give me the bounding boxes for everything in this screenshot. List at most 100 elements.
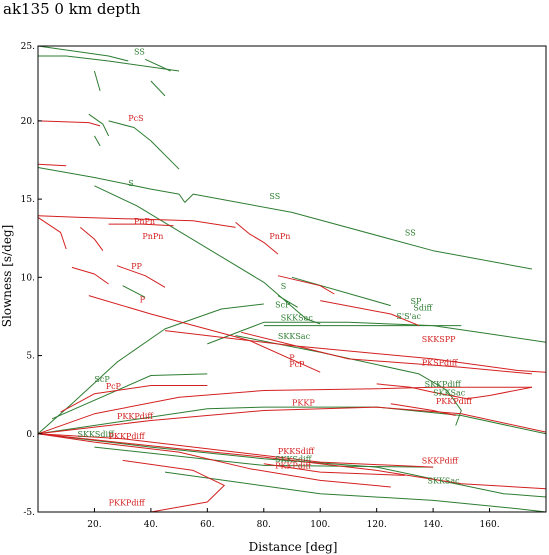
x-tick-label-3: 80. [257,520,271,530]
y-axis-ticks: -5. 0. 5. 10. 15. 20. 25. [21,42,42,518]
travel-time-curve-29 [71,266,109,285]
travel-time-curve-6 [108,120,180,170]
travel-time-curve-13 [122,285,146,298]
phase-label-33: SKKPdiff [422,457,459,466]
phase-label-4: SS [405,229,416,238]
phase-label-23: SKKPdiff [425,380,462,389]
y-tick-label-6: 25. [21,42,35,52]
travel-time-curve-4 [150,80,166,97]
x-axis-label: Distance [deg] [249,540,338,554]
phase-label-32: PKKPdiff [275,462,312,471]
phase-label-5: PnPn [134,217,155,226]
phase-label-19: PcP [289,360,305,369]
travel-time-curve-17 [235,335,462,426]
travel-time-curve-30 [116,265,166,288]
travel-time-curve-35 [241,331,532,375]
x-tick-label-5: 120. [367,520,387,530]
travel-time-curve-32 [88,295,321,373]
phase-label-11: ScP [275,300,291,309]
x-tick-label-2: 60. [200,520,214,530]
travel-time-curve-37 [60,385,208,413]
travel-time-curve-9 [94,185,321,325]
travel-time-curve-8 [37,167,532,270]
phase-label-13: Sdiff [413,304,433,313]
x-axis-ticks: 20. 40. 60. 80. 100. 120. 140. 160. [87,508,500,530]
phase-label-9: S [281,282,286,291]
y-tick-label-1: 0. [26,430,35,440]
travel-time-curve-0 [38,55,180,72]
travel-time-curve-1 [37,45,129,62]
travel-time-curve-39 [37,406,547,435]
phase-label-7: PnPn [269,232,290,241]
phase-label-15: S'S'ac [396,312,421,321]
travel-time-curve-23 [37,163,67,167]
phase-label-16: SKKSac [278,332,311,341]
phase-label-24: SKKSac [433,389,466,398]
x-tick-label-6: 140. [423,520,443,530]
travel-time-curve-21 [164,471,547,513]
y-tick-label-4: 15. [21,195,35,205]
travel-time-curve-27 [37,216,67,250]
plot-frame [37,45,547,513]
x-tick-label-1: 40. [144,520,158,530]
travel-time-curve-33 [320,300,420,327]
phase-label-20: PKSPdiff [422,359,459,368]
travel-time-curve-36 [37,386,532,435]
travel-time-curve-5 [88,113,110,137]
travel-time-curve-18 [37,406,547,435]
y-tick-label-0: -5. [23,508,35,518]
travel-time-curve-31 [277,275,335,295]
phase-label-30: PKKSdiff [278,447,315,456]
x-tick-label-7: 160. [480,520,500,530]
phase-label-22: PcP [106,382,122,391]
travel-time-curve-2 [144,58,171,72]
travel-time-curve-38 [376,383,532,400]
travel-time-curve-16 [51,373,208,420]
phase-label-2: S [128,179,133,188]
phase-label-0: SS [134,47,145,56]
phase-label-25: PKKPdiff [436,397,473,406]
phase-label-26: PKKP [292,399,315,408]
travel-time-curve-45 [263,463,405,476]
phase-label-3: SS [269,192,280,201]
travel-time-curve-43 [37,433,391,488]
phase-label-14: SKKSac [281,314,314,323]
y-tick-label-3: 10. [21,273,35,283]
phase-label-34: SKKSac [428,477,461,486]
travel-time-curve-10 [277,295,298,308]
travel-time-curve-41 [37,433,434,468]
travel-time-curve-26 [235,222,279,255]
phase-label-6: PnPn [142,232,163,241]
y-tick-label-2: 5. [26,352,35,362]
travel-time-curve-24 [37,215,236,228]
travel-time-curve-40 [390,403,456,416]
phase-label-12: SP [411,297,422,306]
phase-label-1: PcS [128,114,143,123]
travel-time-curve-22 [37,120,101,127]
y-tick-label-5: 20. [21,117,35,127]
phase-label-29: PKKPdiff [109,432,146,441]
phase-label-35: PKKPdiff [109,498,146,507]
phase-label-31: SKKSdiff [275,455,313,464]
phase-label-10: P [140,295,146,304]
travel-time-curve-25 [108,223,174,227]
travel-time-curve-7 [93,135,101,147]
travel-time-curve-34 [164,330,547,373]
travel-time-curve-15 [207,321,547,345]
x-tick-label-4: 100. [310,520,330,530]
phase-label-21: ScP [94,375,110,384]
travel-time-curve-20 [94,446,434,468]
chart-title: ak135 0 km depth [3,0,141,18]
phase-label-18: P [289,354,295,363]
travel-time-curve-28 [79,227,104,251]
phase-label-8: PP [131,262,142,271]
y-axis-label: Slowness [s/deg] [0,225,14,328]
phase-label-27: PKKPdiff [117,412,154,421]
phase-label-28: SKKSdiff [78,430,116,439]
travel-time-curve-42 [37,433,547,490]
travel-time-curve-3 [93,70,101,92]
travel-time-curve-19 [37,433,547,498]
travel-time-curve-11 [291,276,391,307]
